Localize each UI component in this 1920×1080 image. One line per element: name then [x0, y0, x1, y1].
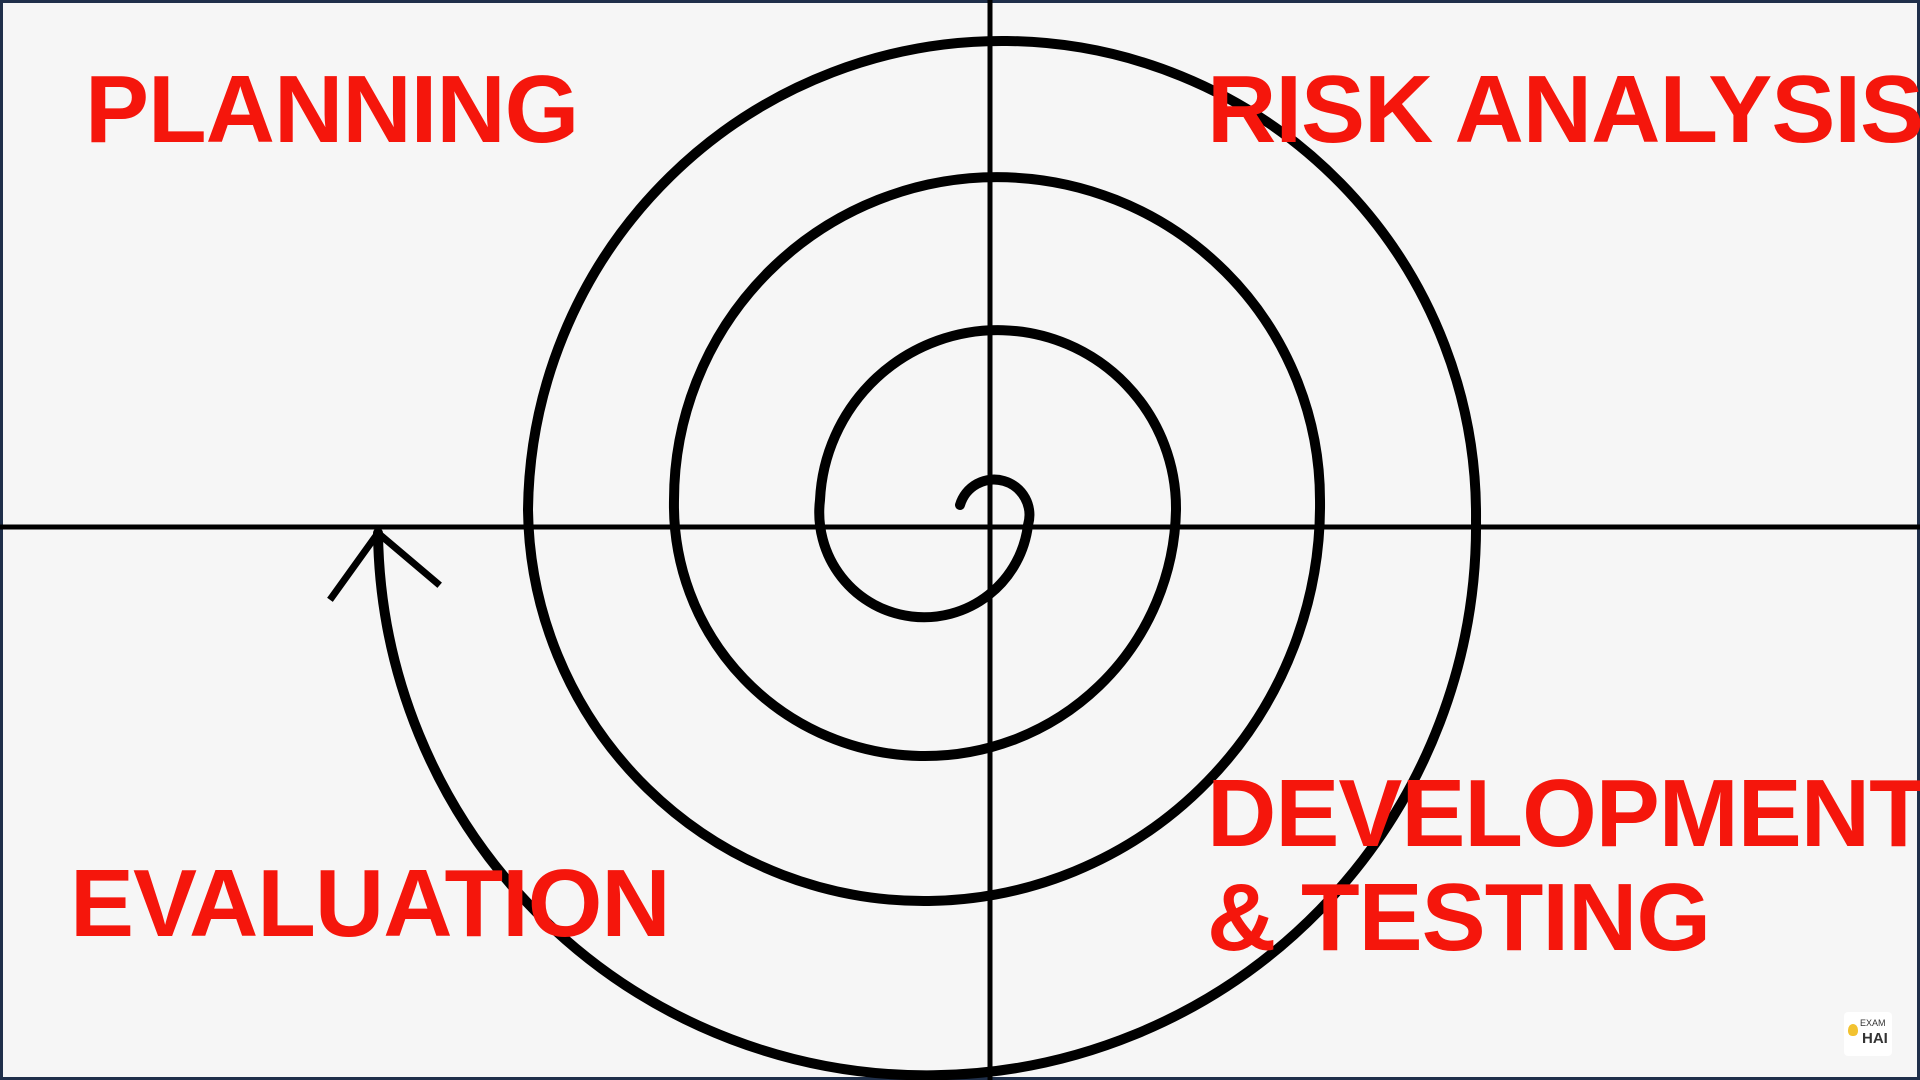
- watermark-text-hai: HAI: [1862, 1030, 1888, 1047]
- arrowhead-icon: [327, 527, 442, 602]
- channel-watermark-logo: EXAM HAI: [1844, 1012, 1892, 1056]
- label-planning: PLANNING: [85, 56, 579, 163]
- label-development-testing: DEVELOPMENT & TESTING: [1207, 762, 1920, 969]
- bulb-icon: [1848, 1024, 1858, 1036]
- label-risk-analysis: RISK ANALYSIS: [1207, 56, 1920, 163]
- label-development: DEVELOPMENT: [1207, 760, 1920, 867]
- spiral-path: [373, 35, 1482, 1080]
- watermark-text-exam: EXAM: [1860, 1018, 1886, 1028]
- label-evaluation: EVALUATION: [70, 850, 671, 957]
- label-testing: & TESTING: [1207, 863, 1711, 971]
